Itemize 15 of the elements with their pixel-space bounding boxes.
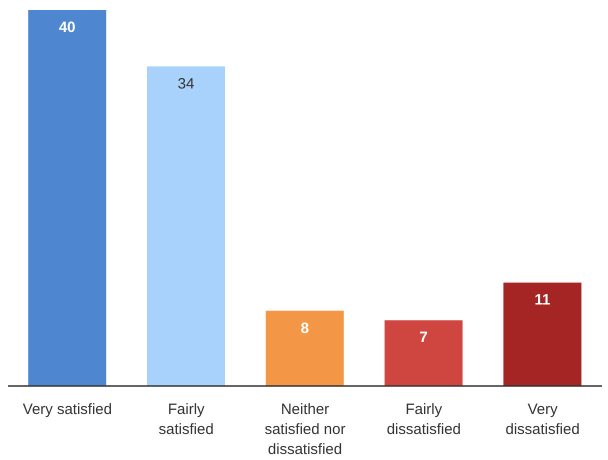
bar: [384, 320, 463, 386]
x-tick-label: Fairly dissatisfied: [386, 401, 461, 438]
bar: [146, 66, 225, 386]
bar: [28, 10, 106, 386]
data-label: 8: [300, 320, 309, 337]
x-tick-label: Neither satisfied nor dissatisfied: [264, 401, 346, 458]
data-label: 40: [58, 19, 76, 36]
x-tick-label: Very dissatisfied: [506, 401, 580, 438]
data-label: 7: [419, 329, 428, 346]
bar: [503, 282, 582, 386]
x-tick-label: Fairly satisfied: [158, 401, 214, 438]
data-label: 34: [178, 75, 194, 92]
x-tick-label: Very satisfied: [22, 401, 112, 418]
data-label: 11: [534, 292, 550, 309]
bar: [266, 310, 344, 386]
